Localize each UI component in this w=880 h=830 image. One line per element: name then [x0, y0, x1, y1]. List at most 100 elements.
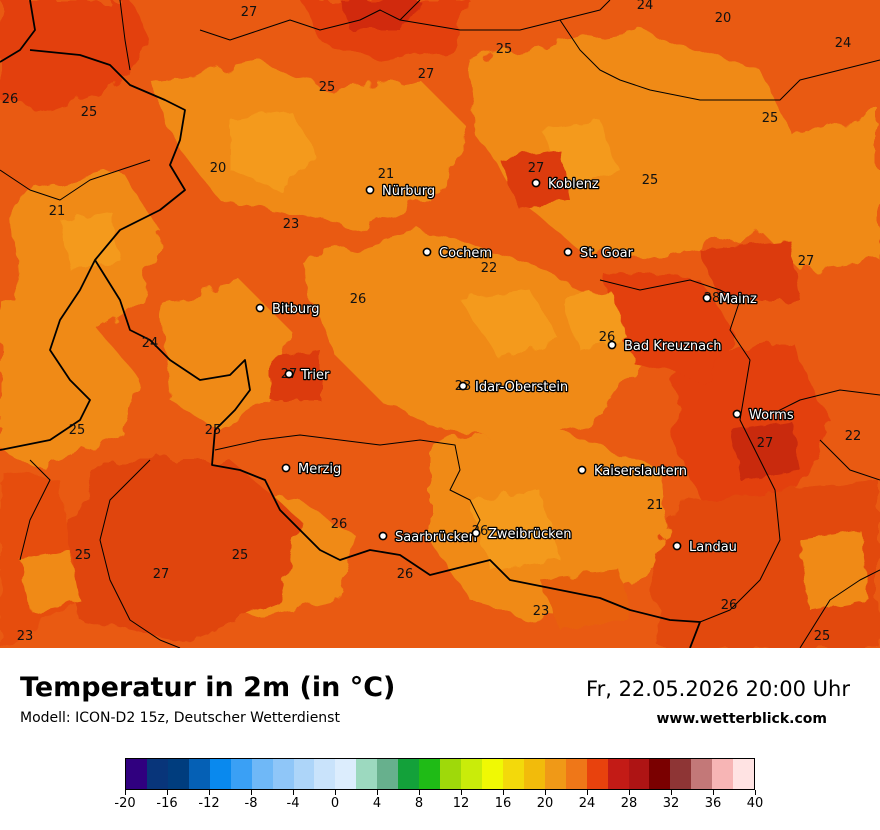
city-dot-zweibruecken	[471, 528, 481, 538]
state-borders	[0, 0, 880, 648]
colorbar-segment	[167, 759, 189, 789]
temperature-value-label: 22	[481, 261, 498, 276]
colorbar-segment	[607, 759, 629, 789]
city-label-bitburg: Bitburg	[272, 302, 320, 317]
temperature-value-label: 25	[319, 80, 336, 95]
valid-datetime: Fr, 22.05.2026 20:00 Uhr	[586, 677, 850, 701]
temperature-value-label: 23	[283, 217, 300, 232]
temperature-value-label: 26	[2, 92, 19, 107]
colorbar-tick	[166, 790, 168, 795]
colorbar-tick	[670, 790, 672, 795]
colorbar-segment	[586, 759, 608, 789]
city-label-koblenz: Koblenz	[548, 177, 599, 192]
city-label-st-goar: St. Goar	[580, 246, 634, 261]
temperature-value-label: 27	[757, 436, 774, 451]
temperature-detail	[20, 0, 870, 630]
colorbar-tick-label: -12	[198, 796, 220, 811]
colorbar-segment	[272, 759, 294, 789]
colorbar-tick-label: 8	[414, 796, 424, 811]
colorbar-segment	[481, 759, 503, 789]
colorbar-tick	[502, 790, 504, 795]
temperature-map: 27 24 20 25 24 27 26 25 25 25 21 27 25 20 21 23 22 27 26 28…	[0, 0, 880, 648]
colorbar-segment	[188, 759, 210, 789]
colorbar-segment	[440, 759, 461, 789]
city-dot-trier	[284, 369, 294, 379]
temperature-value-label: 25	[75, 548, 92, 563]
temperature-value-label: 27	[418, 67, 435, 82]
city-markers: Nürburg Koblenz Cochem St. Goar Mainz Bitburg…	[255, 176, 795, 556]
colorbar-segment	[565, 759, 587, 789]
colorbar-tick-label: 24	[578, 796, 596, 811]
temperature-value-label: 21	[378, 167, 395, 182]
temperature-value-label: 25	[762, 111, 779, 126]
temperature-colorbar	[125, 758, 755, 790]
colorbar-segment	[230, 759, 252, 789]
colorbar-tick-label: -4	[286, 796, 300, 811]
colorbar-tick-label: 32	[662, 796, 680, 811]
colorbar-tick	[628, 790, 630, 795]
temperature-value-label: 26	[350, 292, 367, 307]
colorbar-tick-label: 40	[746, 796, 764, 811]
temperature-value-label: 26	[721, 598, 738, 613]
colorbar-segment	[293, 759, 315, 789]
city-label-zweibruecken: Zweibrücken	[488, 527, 571, 542]
colorbar-segment	[146, 759, 168, 789]
city-dot-cochem	[422, 247, 432, 257]
colorbar-segment	[523, 759, 545, 789]
chart-title: Temperatur in 2m (in °C)	[20, 672, 396, 703]
colorbar-tick-label: -16	[156, 796, 178, 811]
colorbar-tick-label: -20	[114, 796, 136, 811]
temperature-value-label: 27	[798, 254, 815, 269]
colorbar-segment	[398, 759, 420, 789]
colorbar-tick	[754, 790, 756, 795]
temperature-value-label: 25	[642, 173, 659, 188]
city-dot-st-goar	[563, 247, 573, 257]
colorbar-tick	[544, 790, 546, 795]
colorbar-segment	[628, 759, 650, 789]
colorbar-segment	[461, 759, 482, 789]
colorbar-tick-label: 16	[494, 796, 512, 811]
city-dot-worms	[732, 409, 742, 419]
temperature-value-label: 25	[81, 105, 98, 120]
colorbar-segment	[251, 759, 273, 789]
colorbar-ticks: -20 -16 -12 -8 -4 0 4 8 12 16 20 24 28 32 36 40	[114, 790, 763, 820]
country-borders	[0, 0, 701, 648]
city-label-bad-kreuznach: Bad Kreuznach	[624, 339, 722, 354]
colorbar-tick	[418, 790, 420, 795]
colorbar-segment	[356, 759, 378, 789]
temperature-value-label: 21	[647, 498, 664, 513]
map-footer: Temperatur in 2m (in °C) Modell: ICON-D2…	[0, 648, 880, 830]
colorbar-segment	[335, 759, 357, 789]
model-source: Modell: ICON-D2 15z, Deutscher Wetterdie…	[20, 710, 340, 726]
temperature-value-label: 26	[331, 517, 348, 532]
city-dot-bad-kreuznach	[607, 340, 617, 350]
colorbar-segment	[502, 759, 524, 789]
city-dot-idar-oberstein	[458, 381, 468, 391]
colorbar-segment	[544, 759, 566, 789]
temperature-value-label: 23	[17, 629, 34, 644]
colorbar-segment	[649, 759, 671, 789]
city-label-kaiserslautern: Kaiserslautern	[594, 464, 687, 479]
city-dot-merzig	[281, 463, 291, 473]
temperature-value-label: 25	[814, 629, 831, 644]
city-dot-koblenz	[531, 178, 541, 188]
temperature-value-label: 20	[715, 11, 732, 26]
temperature-value-label: 24	[637, 0, 654, 13]
temperature-value-label: 20	[210, 161, 227, 176]
colorbar-segment	[419, 759, 441, 789]
colorbar-tick-label: 20	[536, 796, 554, 811]
city-dot-saarbruecken	[378, 531, 388, 541]
colorbar-segment	[712, 759, 734, 789]
temperature-value-label: 27	[153, 567, 170, 582]
temperature-value-label: 24	[142, 336, 159, 351]
colorbar-tick-label: 36	[704, 796, 722, 811]
colorbar-tick	[334, 790, 336, 795]
colorbar-tick	[376, 790, 378, 795]
colorbar-segment	[126, 759, 147, 789]
temperature-value-label: 23	[533, 604, 550, 619]
temperature-value-label: 26	[397, 567, 414, 582]
temperature-value-label: 25	[69, 423, 86, 438]
colorbar-tick	[712, 790, 714, 795]
